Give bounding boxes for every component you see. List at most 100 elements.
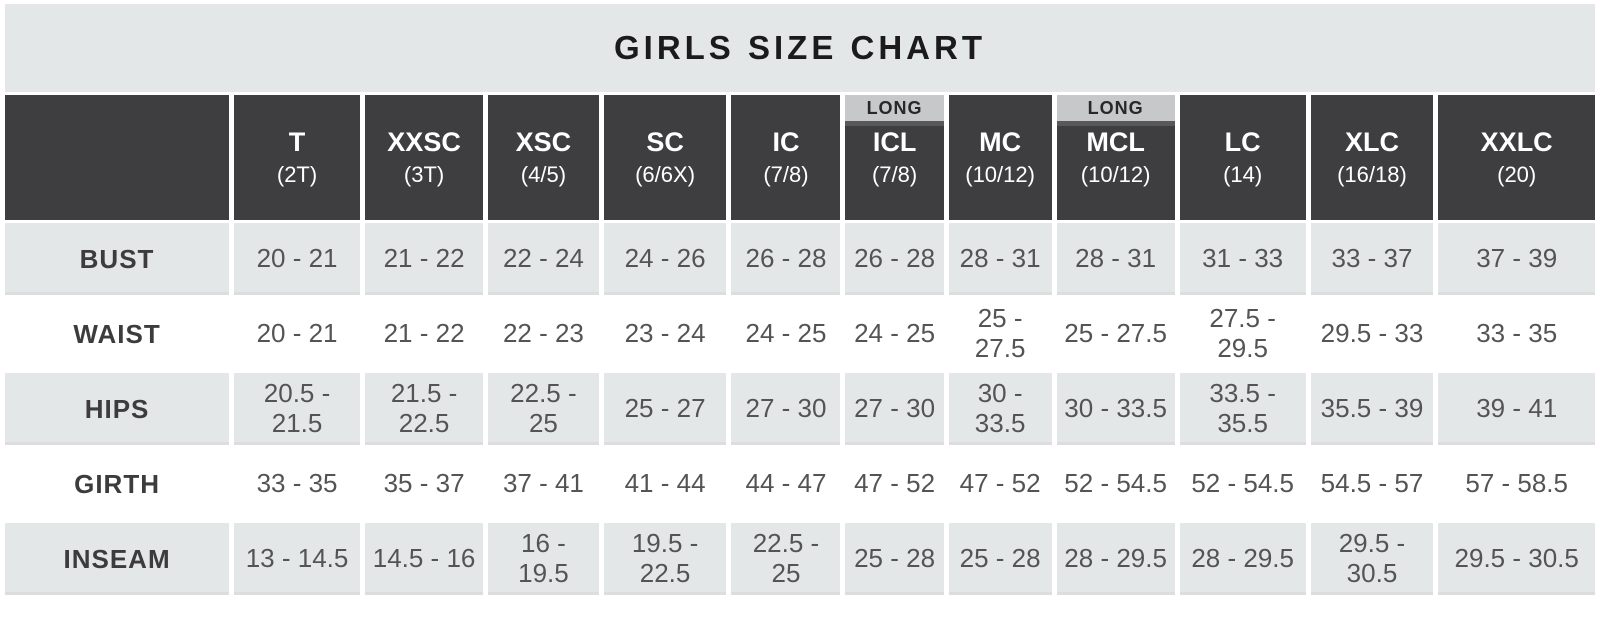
row-label-bust: BUST bbox=[5, 223, 230, 295]
size-alt-label: (14) bbox=[1223, 161, 1263, 187]
table-row-girth: GIRTH 33 - 35 35 - 37 37 - 41 41 - 44 44 - 47… bbox=[5, 448, 1595, 520]
measurement-cell: 33 - 37 bbox=[1310, 223, 1434, 295]
measurement-cell: 22.5 - 25 bbox=[731, 523, 841, 595]
size-code-label: XXSC bbox=[387, 127, 461, 158]
measurement-cell: 21.5 - 22.5 bbox=[364, 373, 484, 445]
measurement-cell: 19.5 - 22.5 bbox=[603, 523, 727, 595]
measurement-cell: 25 - 28 bbox=[948, 523, 1052, 595]
long-badge: LONG bbox=[845, 95, 944, 126]
size-code-label: IC bbox=[772, 127, 800, 158]
measurement-cell: 20 - 21 bbox=[234, 223, 360, 295]
size-alt-label: (7/8) bbox=[763, 161, 809, 187]
column-header-mcl: LONG MCL (10/12) bbox=[1056, 95, 1175, 220]
size-alt-label: (4/5) bbox=[520, 161, 567, 187]
measurement-cell: 23 - 24 bbox=[603, 298, 727, 370]
size-alt-label: (2T) bbox=[276, 161, 318, 187]
measurement-cell: 33.5 - 35.5 bbox=[1179, 373, 1306, 445]
row-label-girth: GIRTH bbox=[5, 448, 230, 520]
size-alt-label: (16/18) bbox=[1337, 161, 1407, 187]
measurement-cell: 27 - 30 bbox=[845, 373, 944, 445]
table-row-waist: WAIST 20 - 21 21 - 22 22 - 23 23 - 24 24 - 25… bbox=[5, 298, 1595, 370]
measurement-cell: 14.5 - 16 bbox=[364, 523, 484, 595]
measurement-cell: 52 - 54.5 bbox=[1179, 448, 1306, 520]
measurement-cell: 26 - 28 bbox=[845, 223, 944, 295]
size-alt-label: (3T) bbox=[403, 161, 445, 187]
column-header-ic: IC (7/8) bbox=[731, 95, 841, 220]
measurement-cell: 25 - 27 bbox=[603, 373, 727, 445]
measurement-cell: 31 - 33 bbox=[1179, 223, 1306, 295]
header-row: T (2T) XXSC (3T) XSC (4/5) SC (6/6X) IC (7/8) LONG… bbox=[5, 95, 1595, 220]
measurement-cell: 28 - 31 bbox=[948, 223, 1052, 295]
measurement-cell: 13 - 14.5 bbox=[234, 523, 360, 595]
size-code-label: XSC bbox=[515, 127, 572, 158]
measurement-cell: 22 - 23 bbox=[488, 298, 599, 370]
column-header-xxlc: XXLC (20) bbox=[1438, 95, 1595, 220]
size-alt-label: (6/6X) bbox=[635, 161, 696, 187]
column-header-lc: LC (14) bbox=[1179, 95, 1306, 220]
measurement-cell: 24 - 26 bbox=[603, 223, 727, 295]
size-code-label: XLC bbox=[1344, 127, 1399, 158]
size-alt-label: (10/12) bbox=[965, 161, 1035, 187]
measurement-cell: 29.5 - 30.5 bbox=[1310, 523, 1434, 595]
measurement-cell: 24 - 25 bbox=[731, 298, 841, 370]
table-row-hips: HIPS 20.5 - 21.5 21.5 - 22.5 22.5 - 25 25 - … bbox=[5, 373, 1595, 445]
measurement-cell: 16 - 19.5 bbox=[488, 523, 599, 595]
table-row-bust: BUST 20 - 21 21 - 22 22 - 24 24 - 26 26 - 28 2… bbox=[5, 223, 1595, 295]
long-badge: LONG bbox=[1056, 95, 1175, 126]
measurement-cell: 35 - 37 bbox=[364, 448, 484, 520]
chart-title-band: GIRLS SIZE CHART bbox=[5, 4, 1595, 92]
row-label-waist: WAIST bbox=[5, 298, 230, 370]
measurement-cell: 47 - 52 bbox=[948, 448, 1052, 520]
measurement-cell: 24 - 25 bbox=[845, 298, 944, 370]
measurement-cell: 25 - 28 bbox=[845, 523, 944, 595]
measurement-cell: 25 - 27.5 bbox=[1056, 298, 1175, 370]
row-label-hips: HIPS bbox=[5, 373, 230, 445]
column-header-sc: SC (6/6X) bbox=[603, 95, 727, 220]
measurement-cell: 35.5 - 39 bbox=[1310, 373, 1434, 445]
size-code-label: LC bbox=[1224, 127, 1261, 158]
measurement-cell: 30 - 33.5 bbox=[1056, 373, 1175, 445]
measurement-cell: 21 - 22 bbox=[364, 298, 484, 370]
column-header-t: T (2T) bbox=[234, 95, 360, 220]
size-code-label: MC bbox=[979, 127, 1022, 158]
measurement-cell: 20.5 - 21.5 bbox=[234, 373, 360, 445]
size-alt-label: (10/12) bbox=[1080, 161, 1151, 187]
measurement-cell: 37 - 39 bbox=[1438, 223, 1595, 295]
size-code-label: MCL bbox=[1086, 127, 1145, 158]
measurement-cell: 28 - 31 bbox=[1056, 223, 1175, 295]
size-alt-label: (20) bbox=[1497, 161, 1537, 187]
measurement-cell: 29.5 - 30.5 bbox=[1438, 523, 1595, 595]
measurement-cell: 29.5 - 33 bbox=[1310, 298, 1434, 370]
measurement-cell: 47 - 52 bbox=[845, 448, 944, 520]
column-header-xlc: XLC (16/18) bbox=[1310, 95, 1434, 220]
table-row-inseam: INSEAM 13 - 14.5 14.5 - 16 16 - 19.5 19.5 - … bbox=[5, 523, 1595, 595]
measurement-cell: 41 - 44 bbox=[603, 448, 727, 520]
measurement-cell: 33 - 35 bbox=[1438, 298, 1595, 370]
measurement-cell: 37 - 41 bbox=[488, 448, 599, 520]
measurement-cell: 21 - 22 bbox=[364, 223, 484, 295]
measurement-cell: 44 - 47 bbox=[731, 448, 841, 520]
measurement-cell: 54.5 - 57 bbox=[1310, 448, 1434, 520]
measurement-cell: 39 - 41 bbox=[1438, 373, 1595, 445]
measurement-cell: 28 - 29.5 bbox=[1056, 523, 1175, 595]
size-code-label: XXLC bbox=[1480, 127, 1553, 158]
size-table: T (2T) XXSC (3T) XSC (4/5) SC (6/6X) IC (7/8) LONG… bbox=[0, 92, 1600, 598]
row-label-inseam: INSEAM bbox=[5, 523, 230, 595]
chart-title: GIRLS SIZE CHART bbox=[613, 29, 986, 66]
measurement-cell: 26 - 28 bbox=[731, 223, 841, 295]
measurement-cell: 20 - 21 bbox=[234, 298, 360, 370]
measurement-cell: 27.5 - 29.5 bbox=[1179, 298, 1306, 370]
size-code-label: SC bbox=[646, 127, 684, 158]
measurement-cell: 25 - 27.5 bbox=[948, 298, 1052, 370]
measurement-cell: 27 - 30 bbox=[731, 373, 841, 445]
measurement-cell: 22 - 24 bbox=[488, 223, 599, 295]
measurement-cell: 57 - 58.5 bbox=[1438, 448, 1595, 520]
size-alt-label: (7/8) bbox=[871, 161, 918, 187]
corner-cell bbox=[5, 95, 230, 220]
size-code-label: ICL bbox=[872, 127, 917, 158]
measurement-cell: 30 - 33.5 bbox=[948, 373, 1052, 445]
column-header-mc: MC (10/12) bbox=[948, 95, 1052, 220]
measurement-cell: 33 - 35 bbox=[234, 448, 360, 520]
measurement-cell: 28 - 29.5 bbox=[1179, 523, 1306, 595]
